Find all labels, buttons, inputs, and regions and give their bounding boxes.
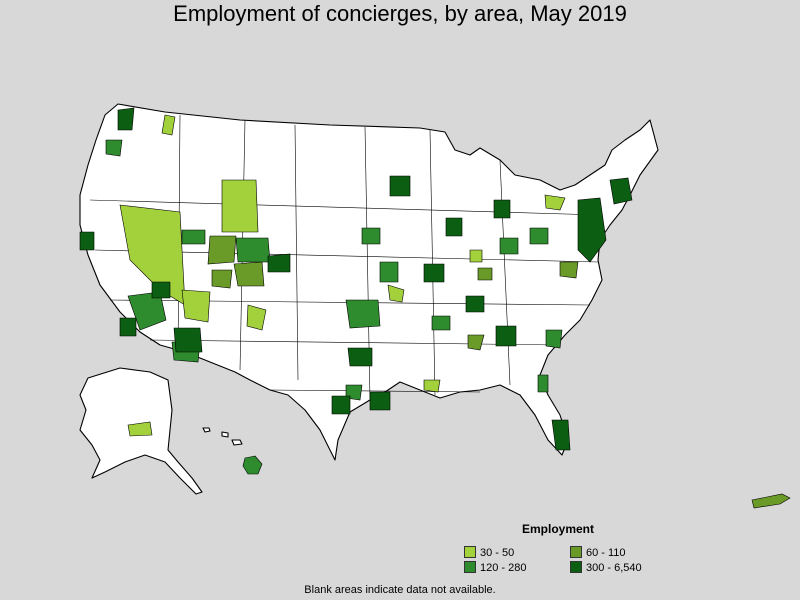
- footnote: Blank areas indicate data not available.: [304, 584, 496, 596]
- legend-swatch: [570, 546, 582, 558]
- legend-label: 120 - 280: [480, 562, 527, 574]
- legend-item-120-280: 120 - 280: [464, 561, 526, 575]
- hawaii: [202, 427, 263, 475]
- legend-label: 30 - 50: [480, 547, 515, 559]
- legend-label: 300 - 6,540: [586, 562, 642, 574]
- puerto-rico: [751, 493, 791, 509]
- employment-regions: [79, 107, 633, 451]
- legend-label: 60 - 110: [586, 547, 626, 559]
- legend-title: Employment: [522, 522, 595, 536]
- legend-swatch: [570, 561, 582, 573]
- legend: Employment 30 - 50 60 - 110 120 - 280 30…: [462, 520, 682, 580]
- legend-item-300-6540: 300 - 6,540: [570, 561, 642, 575]
- legend-item-60-110: 60 - 110: [570, 546, 626, 560]
- legend-swatch: [464, 546, 476, 558]
- map-title: Employment of concierges, by area, May 2…: [173, 1, 627, 26]
- legend-swatch: [464, 561, 476, 573]
- legend-item-30-50: 30 - 50: [464, 546, 514, 560]
